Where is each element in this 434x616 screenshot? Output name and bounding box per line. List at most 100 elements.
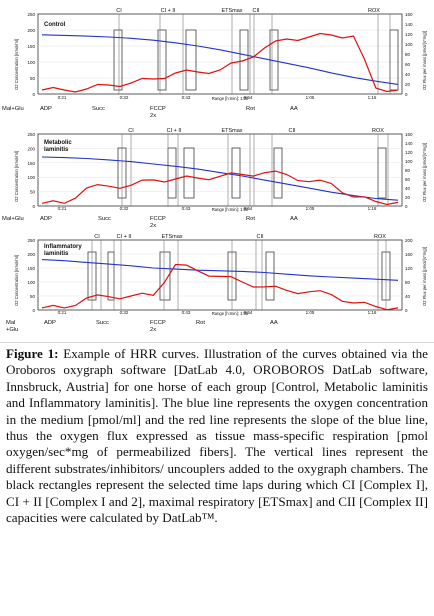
panel-name: Inflammatory	[44, 244, 82, 250]
range-label: Range [h:min]: 1:00	[212, 96, 249, 101]
selection-rect	[389, 29, 399, 91]
right-tick-label: 140	[405, 141, 413, 146]
left-tick-label: 150	[27, 266, 35, 271]
selection-rect	[167, 147, 177, 199]
left-tick-label: 100	[27, 60, 35, 65]
top-marker-label: CII	[252, 8, 260, 14]
left-tick-label: 250	[27, 132, 35, 137]
plot-frame	[37, 133, 403, 207]
top-marker-label: ROX	[374, 234, 386, 240]
left-tick-label: 250	[27, 238, 35, 243]
right-tick-label: 120	[405, 150, 413, 155]
range-label: Range [h:min]: 1:00	[212, 207, 249, 212]
bottom-event-label: Rot	[196, 320, 205, 326]
bottom-event-label: 2x	[150, 223, 156, 229]
bottom-event-label: AA	[270, 320, 278, 326]
selection-rect	[265, 251, 275, 301]
panel-inflammatory-laminitis: 250 200 150 100 50 0 200 160 120 80 40 0 O2 Concentr…	[0, 228, 434, 338]
figure-label: Figure 1:	[6, 346, 59, 361]
right-axis-title: O2 Flux per mass [pmol/(s*mg)]	[422, 31, 427, 90]
plot-frame	[37, 239, 403, 311]
left-tick-label: 200	[27, 252, 35, 257]
right-tick-label: 160	[405, 12, 413, 17]
top-marker-label: ETSmax	[161, 234, 182, 240]
left-axis-title: O2 Concentration [nmol/ml]	[14, 39, 19, 90]
left-tick-label: 150	[27, 161, 35, 166]
left-tick-label: 0	[32, 308, 35, 313]
right-tick-label: 160	[405, 132, 413, 137]
left-axis-title: O2 Concentration [nmol/ml]	[14, 255, 19, 306]
bottom-event-label: Mal	[6, 320, 15, 326]
right-axis-title: O2 Flux per mass [pmol/(s*mg)]	[422, 143, 427, 202]
oxygen-concentration-line	[41, 34, 399, 85]
figure-caption: Figure 1: Example of HRR curves. Illustr…	[6, 346, 428, 526]
selection-rect	[377, 147, 387, 199]
bottom-event-label: FCCP	[150, 320, 166, 326]
bottom-event-label: FCCP	[150, 216, 166, 222]
left-tick-label: 50	[30, 190, 36, 195]
right-tick-label: 80	[405, 280, 411, 285]
time-tick-label: 1:16	[368, 206, 377, 211]
top-marker-label: CI	[94, 234, 100, 240]
right-tick-label: 140	[405, 22, 413, 27]
top-marker-label: ETSmax	[221, 8, 242, 14]
time-tick-label: 0:32	[120, 206, 129, 211]
right-tick-label: 40	[405, 294, 411, 299]
bottom-event-label: Succ	[98, 216, 111, 222]
right-tick-label: 200	[405, 238, 413, 243]
right-tick-label: 80	[405, 168, 411, 173]
panel-name: laminitis	[44, 251, 69, 257]
panel-metabolic-laminitis: 250 200 150 100 50 0 160 140 120 100 80 60 40 20 0 O2 C…	[0, 122, 434, 234]
selection-rect	[113, 29, 123, 91]
right-tick-label: 120	[405, 32, 413, 37]
left-tick-label: 50	[30, 294, 36, 299]
right-tick-label: 20	[405, 195, 411, 200]
selection-rect	[107, 251, 115, 301]
oxygen-flux-line	[41, 170, 399, 206]
bottom-event-label: Rot	[246, 106, 255, 112]
figure-caption-text: Example of HRR curves. Illustration of t…	[6, 346, 428, 526]
left-tick-label: 200	[27, 28, 35, 33]
top-marker-label: CI	[116, 8, 122, 14]
hrr-chart-inflammatory: 250 200 150 100 50 0 200 160 120 80 40 0 O2 Concentr…	[6, 234, 427, 333]
top-marker-label: CI + II	[161, 8, 176, 14]
left-tick-label: 100	[27, 175, 35, 180]
left-tick-label: 0	[32, 92, 35, 97]
bottom-event-label: FCCP	[150, 106, 166, 112]
panel-name: Metabolic	[44, 140, 72, 146]
selection-rect	[157, 29, 167, 91]
oxygen-flux-line	[41, 263, 399, 311]
left-tick-label: 50	[30, 76, 36, 81]
right-tick-label: 60	[405, 62, 411, 67]
time-tick-label: 0:43	[182, 95, 191, 100]
bottom-event-label: 2x	[150, 327, 156, 333]
left-tick-label: 0	[32, 204, 35, 209]
right-tick-label: 40	[405, 72, 411, 77]
oxygen-flux-line	[41, 32, 399, 93]
left-tick-label: 250	[27, 12, 35, 17]
bottom-event-label: Succ	[92, 106, 105, 112]
left-tick-label: 100	[27, 280, 35, 285]
top-marker-label: ROX	[368, 8, 380, 14]
time-tick-label: 1:05	[306, 95, 315, 100]
bottom-event-label: ADP	[44, 320, 56, 326]
top-marker-label: ETSmax	[221, 128, 242, 134]
oxygen-concentration-line	[41, 259, 399, 281]
bottom-event-label: Succ	[96, 320, 109, 326]
time-tick-label: 1:16	[368, 310, 377, 315]
time-tick-label: 0:54	[244, 310, 253, 315]
selection-rect	[239, 29, 249, 91]
selection-rect	[183, 147, 195, 199]
right-tick-label: 100	[405, 159, 413, 164]
plot-frame	[37, 13, 403, 95]
panel-control: 250 200 150 100 50 0 160 140 120 100 80 60 40 20 0 O2 C…	[0, 2, 434, 122]
right-tick-label: 20	[405, 82, 411, 87]
bottom-event-label: Rot	[246, 216, 255, 222]
bottom-event-label: ADP	[40, 216, 52, 222]
right-axis-title: O2 Flux per mass [pmol/(s*mg)]	[422, 247, 427, 306]
bottom-event-label: 2x	[150, 113, 156, 119]
left-axis-title: O2 Concentration [nmol/ml]	[14, 151, 19, 202]
oxygen-concentration-line	[41, 156, 399, 201]
selection-rect	[185, 29, 197, 91]
